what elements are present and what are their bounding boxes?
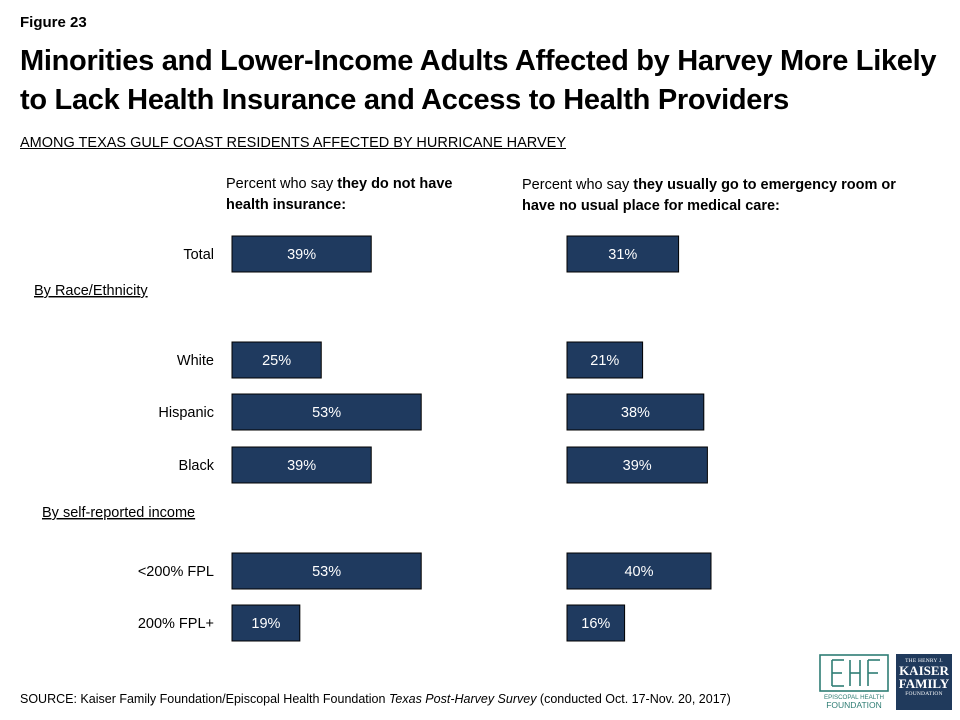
right-panel-heading-bold: they usually go to emergency room or hav… [522,177,896,214]
category-label: 200% FPL+ [138,616,214,632]
source-note: SOURCE: Kaiser Family Foundation/Episcop… [20,692,731,706]
left-panel-heading-bold: they do not have health insurance: [226,176,453,213]
bar [231,341,322,379]
category-label: Hispanic [158,405,214,421]
bar [231,446,372,484]
left-panel-heading: Percent who say they do not have health … [226,174,456,216]
right-panel-heading: Percent who say they usually go to emerg… [522,175,897,217]
source-title: Texas Post-Harvey Survey [388,692,537,706]
kff-logo: THE HENRY J. KAISER FAMILY FOUNDATION [896,654,952,710]
right-panel-heading-prefix: Percent who say [522,177,634,193]
bar-value-label: 39% [287,458,316,474]
bar-value-label: 38% [621,405,650,421]
bar [566,393,705,431]
kff-logo-line2: KAISER [899,663,949,678]
kff-logo-line4: FOUNDATION [905,691,943,697]
bar-value-label: 39% [287,247,316,263]
figure-label: Figure 23 [20,14,87,31]
bar [231,393,422,431]
bar [231,235,372,273]
source-suffix: (conducted Oct. 17-Nov. 20, 2017) [536,692,731,706]
category-label: <200% FPL [138,564,214,580]
kff-logo-line3: FAMILY [898,676,950,691]
category-label: Black [179,458,215,474]
bar [231,552,422,590]
bar-value-label: 31% [608,247,637,263]
bar-value-label: 39% [623,458,652,474]
ehf-logo: EPISCOPAL HEALTH FOUNDATION [818,654,890,710]
chart-subtitle: AMONG TEXAS GULF COAST RESIDENTS AFFECTE… [20,135,567,151]
category-label: White [177,353,214,369]
bar [566,552,712,590]
source-prefix: SOURCE: Kaiser Family Foundation/Episcop… [20,692,389,706]
ehf-mark-icon [819,654,889,692]
bar-value-label: 25% [262,353,291,369]
bar-value-label: 40% [624,564,653,580]
left-panel-heading-prefix: Percent who say [226,176,338,192]
bar [566,341,644,379]
ehf-logo-line1: EPISCOPAL HEALTH [824,694,884,701]
bar-value-label: 53% [312,564,341,580]
category-label: Total [183,247,214,263]
bar [231,604,301,642]
group-header-label: By self-reported income [42,505,195,521]
kff-logo-line1: THE HENRY J. [905,658,943,664]
group-header-label: By Race/Ethnicity [34,283,148,299]
bar [566,604,626,642]
bar-value-label: 53% [312,405,341,421]
bar [566,235,680,273]
bar-value-label: 16% [581,616,610,632]
bar-value-label: 19% [251,616,280,632]
ehf-logo-line2: FOUNDATION [826,700,882,710]
chart-title: Minorities and Lower-Income Adults Affec… [20,45,937,116]
bar [566,446,708,484]
bar-value-label: 21% [590,353,619,369]
